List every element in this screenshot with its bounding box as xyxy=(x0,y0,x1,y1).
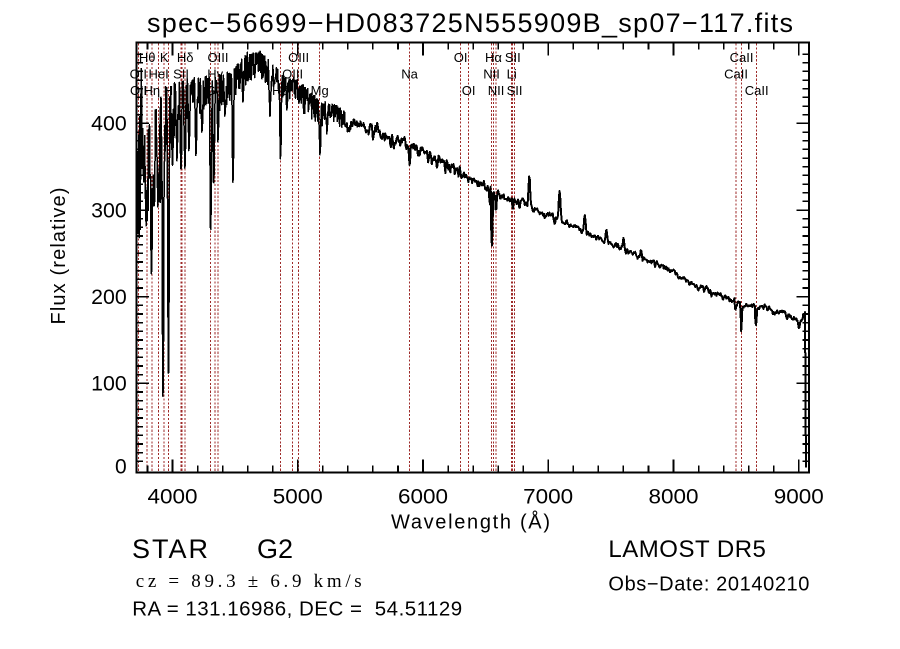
svg-text:G: G xyxy=(206,83,216,98)
svg-text:STAR: STAR xyxy=(132,534,208,564)
svg-text:cz = 89.3 ± 6.9 km/s: cz = 89.3 ± 6.9 km/s xyxy=(136,571,362,592)
svg-text:9000: 9000 xyxy=(774,486,824,509)
svg-text:Hβ: Hβ xyxy=(272,83,289,98)
svg-text:200: 200 xyxy=(91,286,127,309)
svg-text:OII: OII xyxy=(130,67,147,82)
svg-text:Hδ: Hδ xyxy=(177,50,194,65)
svg-text:LAMOST DR5: LAMOST DR5 xyxy=(608,536,766,563)
svg-text:OIII: OIII xyxy=(288,50,309,65)
svg-text:4000: 4000 xyxy=(148,486,198,509)
svg-text:5000: 5000 xyxy=(273,486,323,509)
svg-text:Flux (relative): Flux (relative) xyxy=(48,188,70,325)
svg-text:CaII: CaII xyxy=(730,50,754,65)
svg-text:Na: Na xyxy=(401,67,418,82)
svg-text:7000: 7000 xyxy=(523,486,573,509)
svg-text:OI: OI xyxy=(462,83,476,98)
svg-text:0: 0 xyxy=(115,456,127,479)
svg-text:6000: 6000 xyxy=(398,486,448,509)
svg-text:OIII: OIII xyxy=(282,67,303,82)
svg-text:SII: SII xyxy=(505,50,521,65)
svg-text:CaII: CaII xyxy=(724,67,748,82)
svg-text:Obs−Date: 20140210: Obs−Date: 20140210 xyxy=(608,573,809,595)
svg-text:Hθ: Hθ xyxy=(139,50,156,65)
svg-text:OIII: OIII xyxy=(208,50,229,65)
svg-text:300: 300 xyxy=(91,199,127,222)
svg-text:400: 400 xyxy=(91,113,127,136)
svg-text:Hη: Hη xyxy=(143,83,160,98)
svg-text:NII: NII xyxy=(488,83,505,98)
svg-text:HeI: HeI xyxy=(148,67,168,82)
svg-text:Hγ: Hγ xyxy=(207,67,223,82)
svg-text:G2: G2 xyxy=(257,534,293,564)
svg-text:OI: OI xyxy=(454,50,468,65)
svg-text:100: 100 xyxy=(91,373,127,396)
svg-text:RA = 131.16986, DEC = 54.5112: RA = 131.16986, DEC = 54.51129 xyxy=(132,598,462,621)
svg-text:OII: OII xyxy=(130,83,147,98)
svg-text:SII: SII xyxy=(173,67,189,82)
svg-text:Wavelength (Å): Wavelength (Å) xyxy=(391,511,550,534)
svg-text:spec−56699−HD083725N555909B_sp: spec−56699−HD083725N555909B_sp07−117.fit… xyxy=(147,8,793,38)
svg-text:CaII: CaII xyxy=(745,83,769,98)
svg-text:SII: SII xyxy=(507,83,523,98)
svg-text:8000: 8000 xyxy=(649,486,699,509)
svg-text:H: H xyxy=(164,83,173,98)
svg-text:NII: NII xyxy=(483,67,500,82)
svg-text:Hα: Hα xyxy=(485,50,502,65)
svg-text:Li: Li xyxy=(507,67,517,82)
svg-text:K: K xyxy=(160,50,169,65)
svg-text:Mg: Mg xyxy=(311,83,329,98)
